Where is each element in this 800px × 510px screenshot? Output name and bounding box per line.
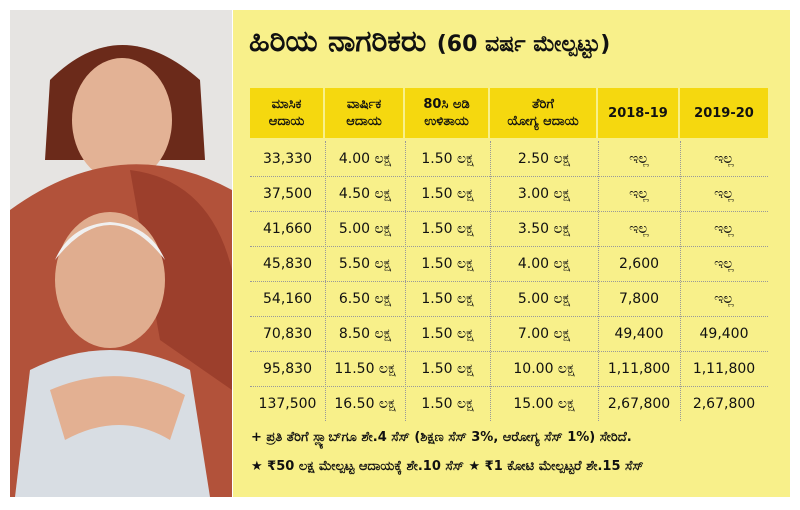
subtitle: (60 ವರ್ಷ ಮೇಲ್ಪಟ್ಟು) [436,32,611,57]
table-cell: ಇಲ್ಲ [714,185,734,202]
row-separator [250,246,768,247]
column-separator [325,141,326,421]
table-cell: ಇಲ್ಲ [629,220,649,237]
header-line: ತೆರಿಗೆ [532,97,554,112]
table-cell: 1.50 ಲಕ್ಷ [421,255,474,272]
table-cell: 1,11,800 [692,360,756,377]
table-cell: 1.50 ಲಕ್ಷ [421,290,474,307]
table-cell: 137,500 [258,395,317,412]
table-cell: 2.50 ಲಕ್ಷ [517,150,571,167]
table-cell: 4.00 ಲಕ್ಷ [338,150,392,167]
header-line: ವಾರ್ಷಿಕ [346,97,382,112]
table-cell: 49,400 [699,325,749,342]
table-cell: 3.00 ಲಕ್ಷ [517,185,571,202]
header-line: 2018-19 [608,105,668,121]
table-cell: ಇಲ್ಲ [714,220,734,237]
title: ಹಿರಿಯ ನಾಗರಿಕರು [249,24,427,59]
header-line: ಮಾಸಿಕ [271,97,302,112]
column-separator [680,141,681,421]
header-cell: ತೆರಿಗೆ ಯೋಗ್ಯ ಆದಾಯ [490,88,598,138]
table-cell: 3.50 ಲಕ್ಷ [517,220,571,237]
table-cell: 2,600 [618,255,660,272]
table-cell: ಇಲ್ಲ [714,255,734,272]
header-cell: ಮಾಸಿಕ ಆದಾಯ [250,88,325,138]
table-cell: ಇಲ್ಲ [629,150,649,167]
table-cell: 1.50 ಲಕ್ಷ [421,395,474,412]
table-cell: 54,160 [263,290,312,307]
table-cell: 16.50 ಲಕ್ಷ [334,395,396,412]
header-line: ಯೋಗ್ಯ ಆದಾಯ [507,114,579,129]
header-line: 2019-20 [694,105,754,121]
row-separator [250,351,768,352]
table-cell: 4.50 ಲಕ್ಷ [338,185,392,202]
table-cell: 10.00 ಲಕ್ಷ [513,360,575,377]
table-cell: 11.50 ಲಕ್ಷ [334,360,396,377]
header-cell: 2019-20 [680,88,768,138]
row-separator [250,176,768,177]
table-cell: 1.50 ಲಕ್ಷ [421,220,474,237]
table-cell: 41,660 [263,220,312,237]
table-cell: 45,830 [263,255,312,272]
row-separator [250,386,768,387]
table-cell: 8.50 ಲಕ್ಷ [338,325,392,342]
table-cell: 7.00 ಲಕ್ಷ [517,325,571,342]
header-line: 80ಸಿ ಅಡಿ [423,97,470,112]
table-cell: 33,330 [263,150,312,167]
table-cell: 49,400 [614,325,664,342]
table-cell: 2,67,800 [607,395,671,412]
header-cell: 80ಸಿ ಅಡಿ ಉಳಿತಾಯ [405,88,490,138]
footnote: ★ ₹50 ಲಕ್ಷ ಮೇಲ್ಪಟ್ಟ ಆದಾಯಕ್ಕೆ ಶೇ.10 ಸೆಸ್ … [251,459,644,474]
column-separator [490,141,491,421]
title-block: ಹಿರಿಯ ನಾಗರಿಕರು (60 ವರ್ಷ ಮೇಲ್ಪಟ್ಟು) [249,24,610,59]
table-cell: 1.50 ಲಕ್ಷ [421,150,474,167]
header-line: ಉಳಿತಾಯ [424,114,469,129]
table-cell: 5.00 ಲಕ್ಷ [517,290,571,307]
table-cell: 6.50 ಲಕ್ಷ [338,290,392,307]
table-cell: ಇಲ್ಲ [714,290,734,307]
table-cell: 2,67,800 [692,395,756,412]
table-cell: 95,830 [263,360,312,377]
table-cell: 5.50 ಲಕ್ಷ [338,255,392,272]
table-cell: 37,500 [263,185,312,202]
table-cell: 70,830 [263,325,312,342]
table-cell: 4.00 ಲಕ್ಷ [517,255,571,272]
footnote: + ಪ್ರತಿ ತೆರಿಗೆ ಸ್ಲ್ಯಾಬ್‌ಗೂ ಶೇ.4 ಸೆಸ್ (ಶಿ… [251,430,632,445]
header-line: ಆದಾಯ [346,114,382,129]
photo [10,10,232,497]
table-cell: 7,800 [618,290,660,307]
table-cell: ಇಲ್ಲ [714,150,734,167]
column-separator [598,141,599,421]
table-cell: 1.50 ಲಕ್ಷ [421,360,474,377]
row-separator [250,211,768,212]
row-separator [250,316,768,317]
header-line: ಆದಾಯ [268,114,305,129]
table-panel: ಹಿರಿಯ ನಾಗರಿಕರು (60 ವರ್ಷ ಮೇಲ್ಪಟ್ಟು) ಮಾಸಿಕ… [233,10,790,497]
table-cell: ಇಲ್ಲ [629,185,649,202]
table-cell: 15.00 ಲಕ್ಷ [513,395,575,412]
column-separator [405,141,406,421]
table-cell: 1.50 ಲಕ್ಷ [421,185,474,202]
row-separator [250,281,768,282]
table-cell: 1.50 ಲಕ್ಷ [421,325,474,342]
table-cell: 5.00 ಲಕ್ಷ [338,220,392,237]
header-cell: 2018-19 [598,88,680,138]
table-cell: 1,11,800 [607,360,671,377]
header-cell: ವಾರ್ಷಿಕ ಆದಾಯ [325,88,405,138]
